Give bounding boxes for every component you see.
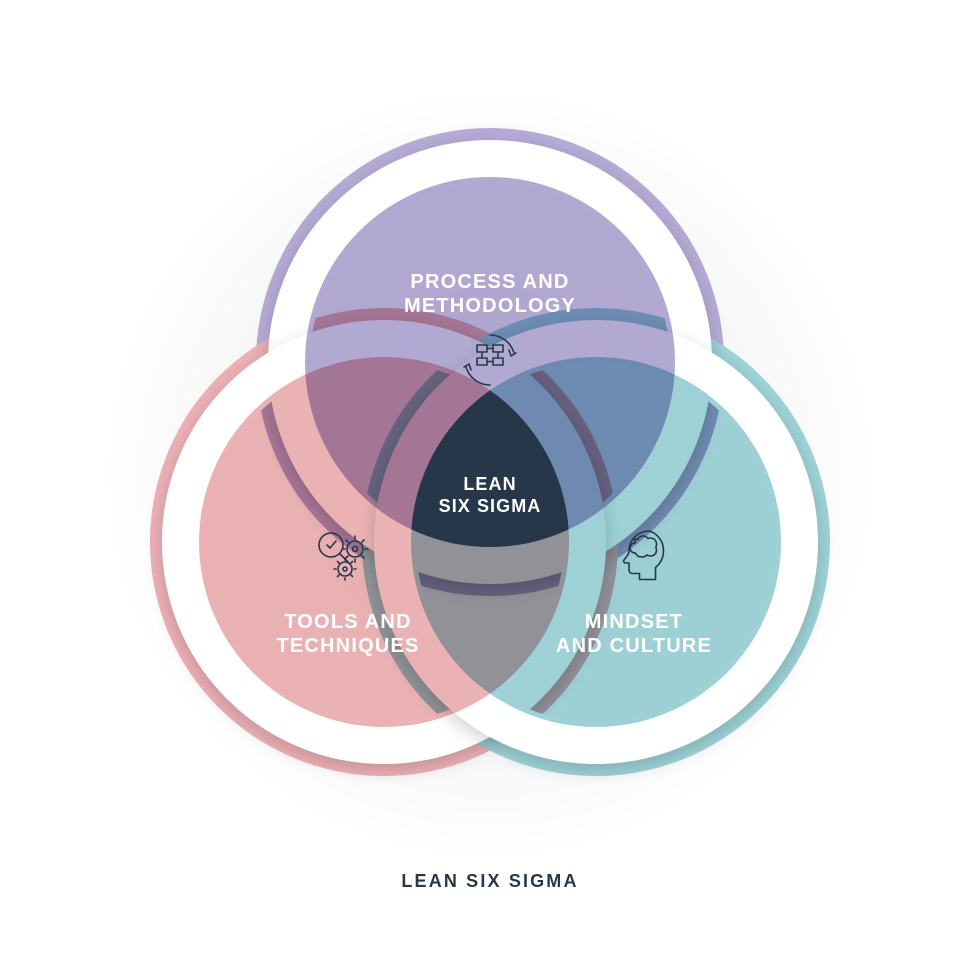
venn-center-intersection (140, 112, 840, 812)
label-process: PROCESS AND METHODOLOGY (350, 270, 630, 318)
label-process-line1: PROCESS AND (350, 270, 630, 294)
label-center-line1: LEAN (350, 474, 630, 496)
label-center: LEAN SIX SIGMA (350, 474, 630, 517)
label-mindset-line1: MINDSET (494, 610, 774, 634)
mindset-icon (605, 519, 675, 589)
diagram-caption: LEAN SIX SIGMA (401, 871, 578, 892)
label-tools-line2: TECHNIQUES (208, 634, 488, 658)
tools-icon (307, 519, 377, 589)
label-tools-line1: TOOLS AND (208, 610, 488, 634)
label-mindset-line2: AND CULTURE (494, 634, 774, 658)
label-process-line2: METHODOLOGY (350, 294, 630, 318)
diagram-canvas: PROCESS AND METHODOLOGY TOOLS AND TECHNI… (0, 0, 980, 980)
label-center-line2: SIX SIGMA (350, 496, 630, 518)
label-tools: TOOLS AND TECHNIQUES (208, 610, 488, 658)
process-icon (455, 325, 525, 395)
caption-text: LEAN SIX SIGMA (401, 871, 578, 891)
label-mindset: MINDSET AND CULTURE (494, 610, 774, 658)
venn-stage: PROCESS AND METHODOLOGY TOOLS AND TECHNI… (140, 112, 840, 812)
